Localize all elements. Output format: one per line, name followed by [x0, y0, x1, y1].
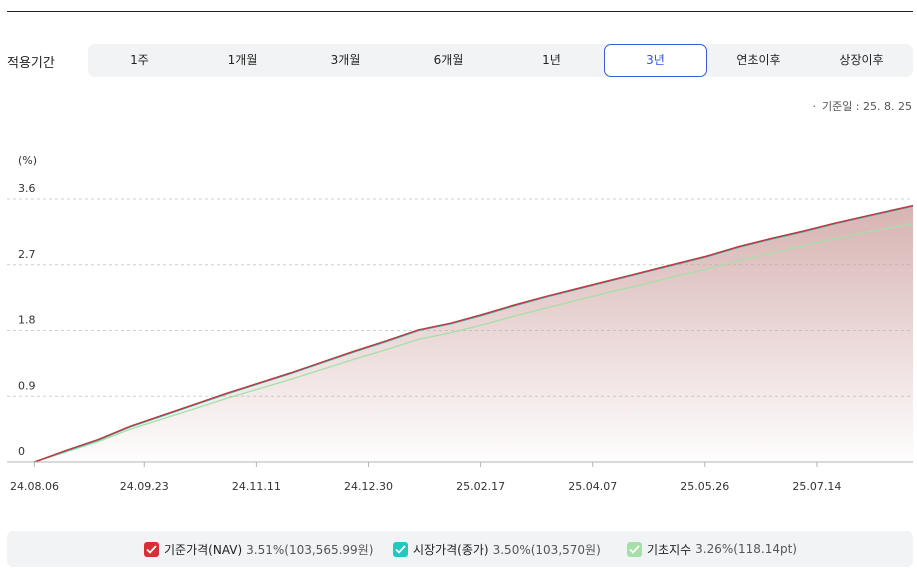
checkbox-checked-icon[interactable] [393, 541, 408, 557]
checkbox-checked-icon[interactable] [627, 541, 642, 557]
checkbox-checked-icon[interactable] [144, 541, 159, 557]
tab-1w[interactable]: 1주 [130, 53, 149, 67]
performance-chart: (%) 0 0.9 1.8 2.7 3.6 24.08.06 24.09.23 24.11.11… [7, 154, 914, 493]
x-tick-label: 24.08.06 [10, 480, 59, 493]
tab-1y[interactable]: 1년 [542, 53, 561, 67]
as-of-date-text: 기준일 : 25. 8. 25 [821, 100, 912, 113]
tab-6m[interactable]: 6개월 [433, 53, 464, 67]
legend-item-index[interactable]: 기초지수 3.26%(118.14pt) [627, 540, 797, 558]
legend-item-market[interactable]: 시장가격(종가) 3.50%(103,570원) [393, 540, 601, 558]
index-line [34, 223, 914, 463]
tab-3y[interactable]: 3년 [604, 44, 707, 77]
period-label: 적용기간 [7, 56, 55, 71]
legend-value-index: 3.26%(118.14pt) [695, 542, 797, 556]
legend-value-market: 3.50%(103,570원) [492, 542, 601, 557]
y-tick-label: 0 [18, 445, 25, 458]
bullet-icon: · [812, 100, 816, 113]
legend-label-index: 기초지수 [647, 542, 692, 557]
legend-item-nav[interactable]: 기준가격(NAV) 3.51%(103,565.99원) [144, 540, 373, 558]
x-tick-label: 25.02.17 [456, 480, 505, 493]
y-tick-label: 1.8 [18, 314, 36, 327]
tab-since-listing[interactable]: 상장이후 [839, 53, 884, 67]
x-tick-label: 24.12.30 [344, 480, 393, 493]
y-tick-label: 2.7 [18, 248, 36, 261]
nav-area [34, 205, 914, 462]
x-tick-label: 25.05.26 [680, 480, 729, 493]
tab-3m[interactable]: 3개월 [330, 53, 361, 67]
legend-label-nav: 기준가격(NAV) [164, 542, 243, 557]
y-tick-label: 0.9 [18, 379, 36, 392]
x-tick-label: 25.04.07 [568, 480, 617, 493]
period-selector: 1주 1개월 3개월 6개월 1년 3년 연초이후 상장이후 [88, 44, 913, 77]
legend: 기준가격(NAV) 3.51%(103,565.99원) 시장가격(종가) 3.… [7, 531, 913, 567]
y-tick-label: 3.6 [18, 182, 36, 195]
nav-line [34, 204, 914, 463]
y-axis-unit-label: (%) [18, 154, 37, 167]
tab-ytd[interactable]: 연초이후 [736, 53, 781, 67]
legend-value-nav: 3.51%(103,565.99원) [246, 542, 374, 557]
top-divider [7, 11, 913, 12]
x-tick-label: 25.07.14 [792, 480, 841, 493]
tab-1m[interactable]: 1개월 [227, 53, 258, 67]
legend-label-market: 시장가격(종가) [413, 542, 489, 557]
as-of-date: · 기준일 : 25. 8. 25 [812, 98, 912, 114]
x-tick-label: 24.09.23 [120, 480, 169, 493]
x-tick-label: 24.11.11 [232, 480, 281, 493]
